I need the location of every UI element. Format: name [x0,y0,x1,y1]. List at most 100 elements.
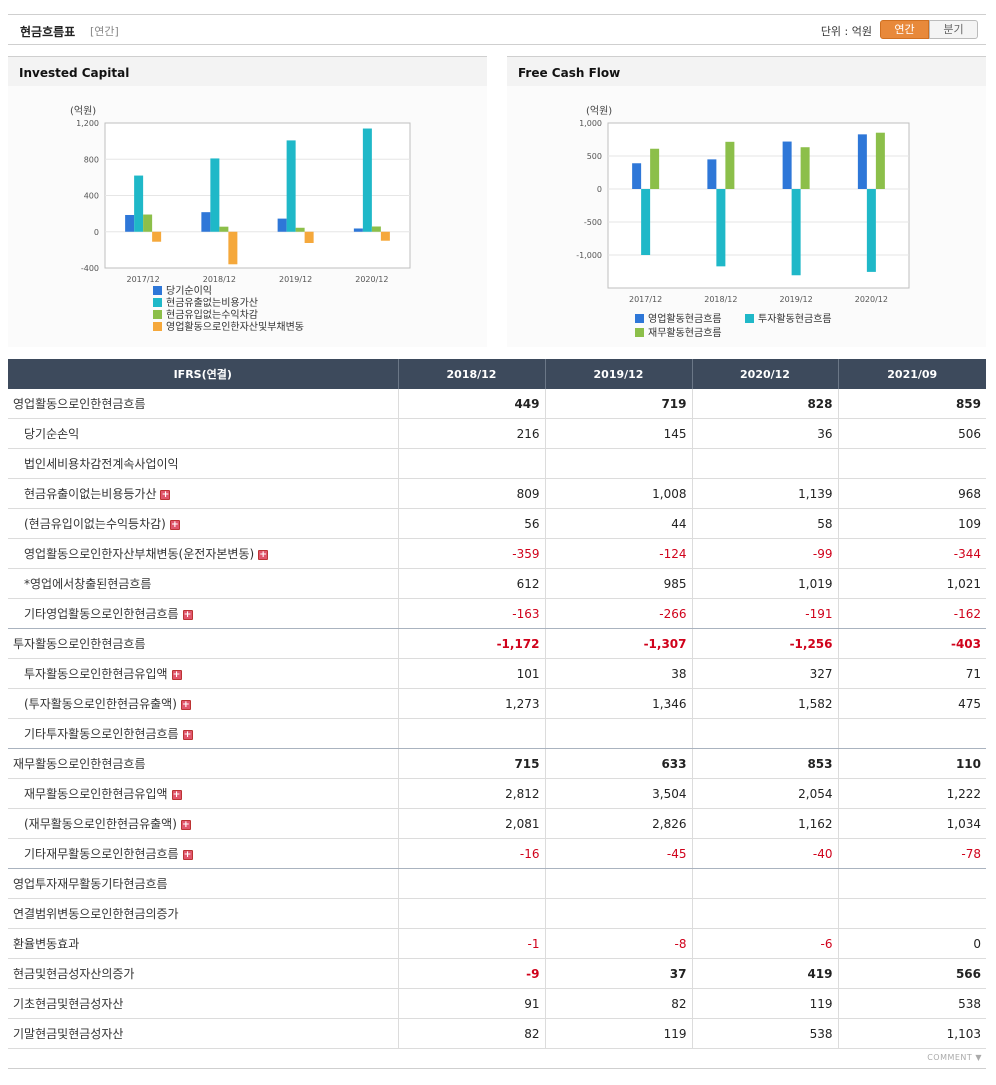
cell-value: 38 [544,658,692,689]
cell-value: 859 [837,389,986,419]
expand-plus-icon[interactable]: + [180,820,191,830]
tab-quarter-button[interactable]: 분기 [929,20,978,39]
legend-label: 투자활동현금흐름 [758,312,832,325]
cell-value: 1,139 [691,478,838,509]
table-row: (현금유입이없는수익등차감) +56 44 58 109 [8,508,986,539]
free-cash-flow-chart: (억원) -1,000 -500 0 500 1,000 2017/12 2018/12 201… [576,105,910,339]
row-label: 영업투자재무활동기타현금흐름 [8,868,398,899]
cell-value: 56 [397,508,545,539]
cell-value: -1,172 [397,628,545,659]
cell-value: -45 [544,838,692,869]
table-row: 투자활동으로인한현금유입액 +101 38 327 71 [8,658,986,689]
cell-value [544,718,692,749]
row-label: 현금및현금성자산의증가 [8,958,398,989]
x-tick-label: 2017/12 [629,295,662,304]
bar [632,163,642,189]
cell-value: 809 [397,478,545,509]
cell-value: 44 [544,508,692,539]
row-label: 당기순손익 [8,418,398,449]
row-label-text: 법인세비용차감전계속사업이익 [24,457,179,471]
bar [707,159,717,189]
cell-value: 715 [397,748,545,779]
cell-value: 566 [837,958,986,989]
cell-value: 3,504 [544,778,692,809]
row-label: 투자활동으로인한현금흐름 [8,628,398,659]
cell-value: -6 [691,928,838,959]
header-period: 2020/12 [691,359,838,389]
header-period: 2021/09 [837,359,986,389]
row-label-text: 기타투자활동으로인한현금흐름 [24,727,179,741]
legend-swatch [635,314,644,323]
invested-capital-panel: Invested Capital (억원) -400 0 400 800 1,200 201… [8,56,487,347]
bar [857,134,867,189]
cell-value: 1,103 [837,1018,986,1049]
row-label-text: 재무활동으로인한현금유입액 [24,787,168,801]
expand-plus-icon[interactable]: + [182,730,193,740]
x-tick-label: 2020/12 [355,275,388,284]
row-label-text: 현금유출이없는비용등가산 [24,487,157,501]
cell-value: 1,019 [691,568,838,599]
cell-value: 0 [837,928,986,959]
invested-capital-chart: (억원) -400 0 400 800 1,200 2017/12 2018/12 2019/1… [70,105,411,333]
y-tick-label: 0 [94,228,99,237]
table-row: 현금및현금성자산의증가 -9 37 419 566 [8,958,986,989]
y-tick-label: 800 [84,155,99,164]
y-tick-label: 1,200 [76,119,99,128]
bar [304,231,314,243]
cell-value: 37 [544,958,692,989]
unit-label: 단위 : 억원 [820,25,872,38]
cell-value: -1,307 [544,628,692,659]
cell-value: 1,582 [691,688,838,719]
table-row: 영업활동으로인한자산부채변동(운전자본변동) + -359 -124 -99 -344 [8,538,986,569]
row-label-text: 투자활동으로인한현금흐름 [13,637,146,651]
cell-value: 145 [544,418,692,449]
cell-value [837,868,986,899]
cell-value: 101 [397,658,545,689]
row-label-text: (현금유입이없는수익등차감) [24,517,166,531]
table-row: 환율변동효과 -1 -8 -6 0 [8,928,986,959]
bar [143,214,153,232]
bar [371,226,381,232]
expand-plus-icon[interactable]: + [182,850,193,860]
expand-plus-icon[interactable]: + [258,550,269,560]
table-header-row: IFRS(연결) 2018/12 2019/12 2020/12 2021/09 [8,359,986,389]
bar [201,212,211,232]
tab-annual-button[interactable]: 연간 [880,20,929,39]
expand-plus-icon[interactable]: + [171,790,182,800]
row-label: 영업활동으로인한자산부채변동(운전자본변동) + [8,538,398,569]
cell-value: -1 [397,928,545,959]
table-row: 재무활동으로인한현금흐름 715 633 853 110 [8,748,986,779]
legend-label: 영업활동으로인한자산및부채변동 [166,320,304,333]
cell-value: -9 [397,958,545,989]
header-period: 2018/12 [397,359,545,389]
cell-value [691,718,838,749]
bar [277,218,287,232]
y-tick-label: 0 [597,185,602,194]
row-label: 기말현금및현금성자산 [8,1018,398,1049]
row-label-text: 기말현금및현금성자산 [13,1027,124,1041]
row-label: 환율변동효과 [8,928,398,959]
expand-plus-icon[interactable]: + [182,610,193,620]
row-label-text: 기타재무활동으로인한현금흐름 [24,847,179,861]
cell-value: -1,256 [691,628,838,659]
cell-value: 71 [837,658,986,689]
cell-value: -359 [397,538,545,569]
bar [800,147,810,189]
expand-plus-icon[interactable]: + [180,700,191,710]
cell-value: 119 [544,1018,692,1049]
table-row: 현금유출이없는비용등가산 +809 1,008 1,139 968 [8,478,986,509]
cell-value: -40 [691,838,838,869]
expand-plus-icon[interactable]: + [169,520,180,530]
table-row: 영업투자재무활동기타현금흐름 [8,868,986,899]
expand-plus-icon[interactable]: + [160,490,171,500]
row-label: 투자활동으로인한현금유입액 + [8,658,398,689]
row-label-text: 재무활동으로인한현금흐름 [13,757,146,771]
comment-toggle[interactable]: COMMENT ▼ [927,1053,982,1062]
row-label: 재무활동으로인한현금유입액 + [8,778,398,809]
expand-plus-icon[interactable]: + [171,670,182,680]
bar [286,140,296,232]
bar [295,227,305,232]
legend-swatch [153,310,162,319]
cell-value: -344 [837,538,986,569]
header-period: 2019/12 [544,359,692,389]
